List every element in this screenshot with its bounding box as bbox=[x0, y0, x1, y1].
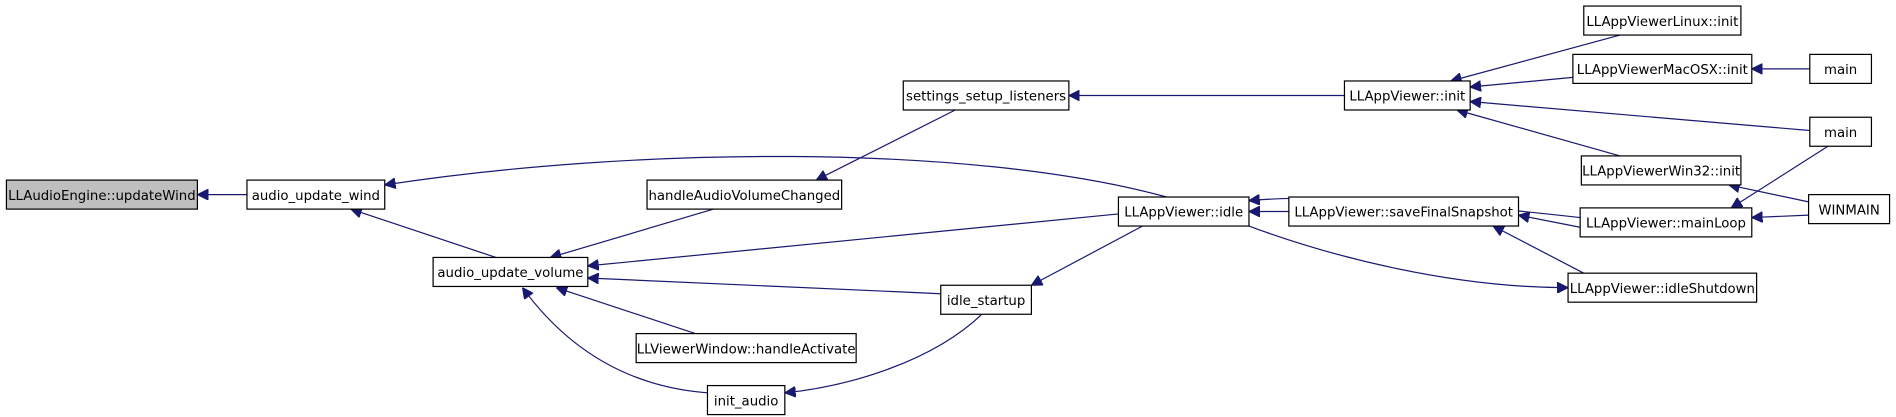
node-label[interactable]: init_audio bbox=[714, 394, 778, 409]
node-label[interactable]: LLAppViewerLinux::init bbox=[1586, 15, 1738, 30]
node-box[interactable] bbox=[1288, 196, 1520, 227]
edge bbox=[556, 288, 696, 335]
node-label[interactable]: settings_setup_listeners bbox=[906, 90, 1066, 105]
node-label[interactable]: LLAppViewer::saveFinalSnapshot bbox=[1294, 206, 1513, 221]
edge bbox=[550, 208, 714, 257]
node-label[interactable]: LLViewerWindow::handleActivate bbox=[637, 342, 856, 357]
node-box[interactable] bbox=[5, 179, 199, 210]
node-box[interactable] bbox=[1807, 193, 1891, 225]
edge bbox=[1729, 185, 1809, 203]
node-label[interactable]: main bbox=[1824, 63, 1857, 78]
node-box[interactable] bbox=[635, 332, 857, 364]
node-label[interactable]: LLAppViewer::init bbox=[1349, 90, 1465, 105]
node-label[interactable]: LLAppViewerWin32::init bbox=[1582, 165, 1740, 180]
edge bbox=[1731, 145, 1829, 208]
edge bbox=[1493, 226, 1585, 274]
node-box[interactable] bbox=[432, 256, 589, 288]
edge bbox=[1470, 102, 1810, 132]
node-box[interactable] bbox=[1117, 196, 1250, 227]
edge bbox=[1752, 215, 1809, 217]
node-box[interactable] bbox=[1572, 53, 1753, 85]
node-box[interactable] bbox=[646, 179, 843, 210]
edge bbox=[1519, 215, 1581, 228]
edge bbox=[1457, 110, 1621, 157]
node-label[interactable]: LLAppViewerMacOSX::init bbox=[1577, 63, 1748, 78]
node-box[interactable] bbox=[1809, 116, 1873, 147]
node-label[interactable]: LLAudioEngine::updateWind bbox=[8, 189, 196, 204]
node-box[interactable] bbox=[1583, 5, 1742, 36]
node-box[interactable] bbox=[246, 179, 386, 210]
node-label[interactable]: idle_startup bbox=[947, 294, 1025, 309]
edge bbox=[523, 288, 708, 394]
edge bbox=[588, 278, 941, 295]
edge bbox=[385, 155, 1167, 198]
node-box[interactable] bbox=[1567, 272, 1758, 303]
node-label[interactable]: LLAppViewer::idleShutdown bbox=[1570, 282, 1755, 297]
node-label[interactable]: handleAudioVolumeChanged bbox=[648, 189, 840, 204]
node-label[interactable]: LLAppViewer::idle bbox=[1124, 206, 1243, 221]
node-box[interactable] bbox=[1343, 80, 1471, 111]
edge bbox=[1451, 34, 1621, 81]
edge bbox=[351, 209, 497, 259]
node-box[interactable] bbox=[1580, 155, 1742, 186]
edge bbox=[1248, 225, 1568, 288]
node-box[interactable] bbox=[940, 284, 1033, 315]
edge bbox=[1470, 76, 1573, 87]
edge bbox=[816, 109, 956, 180]
node-box[interactable] bbox=[902, 80, 1070, 111]
nodes: LLAudioEngine::updateWind audio_update_wi… bbox=[5, 5, 1891, 416]
edge bbox=[588, 213, 1119, 266]
node-box[interactable] bbox=[1809, 53, 1873, 85]
node-label[interactable]: audio_update_wind bbox=[252, 189, 380, 204]
edge bbox=[1031, 225, 1143, 285]
node-label[interactable]: main bbox=[1824, 126, 1857, 141]
node-box[interactable] bbox=[1579, 207, 1753, 238]
node-box[interactable] bbox=[706, 384, 786, 416]
node-label[interactable]: LLAppViewer::mainLoop bbox=[1586, 217, 1746, 232]
edge bbox=[785, 313, 983, 393]
node-label[interactable]: audio_update_volume bbox=[437, 266, 583, 281]
node-label[interactable]: WINMAIN bbox=[1818, 203, 1879, 218]
